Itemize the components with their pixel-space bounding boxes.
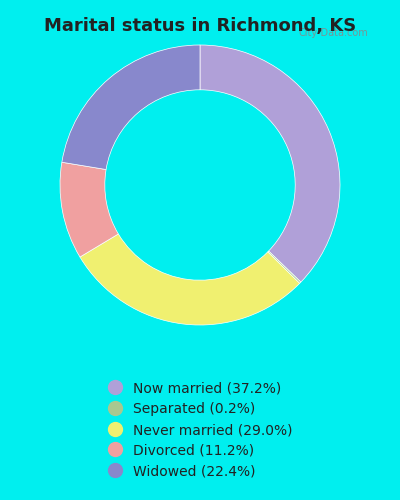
Wedge shape xyxy=(268,251,301,284)
Wedge shape xyxy=(60,162,118,257)
Wedge shape xyxy=(62,45,200,170)
Wedge shape xyxy=(200,45,340,282)
Text: Marital status in Richmond, KS: Marital status in Richmond, KS xyxy=(44,18,356,36)
Legend: Now married (37.2%), Separated (0.2%), Never married (29.0%), Divorced (11.2%), : Now married (37.2%), Separated (0.2%), N… xyxy=(102,376,298,484)
Text: City-Data.com: City-Data.com xyxy=(298,28,368,38)
Wedge shape xyxy=(80,234,300,325)
